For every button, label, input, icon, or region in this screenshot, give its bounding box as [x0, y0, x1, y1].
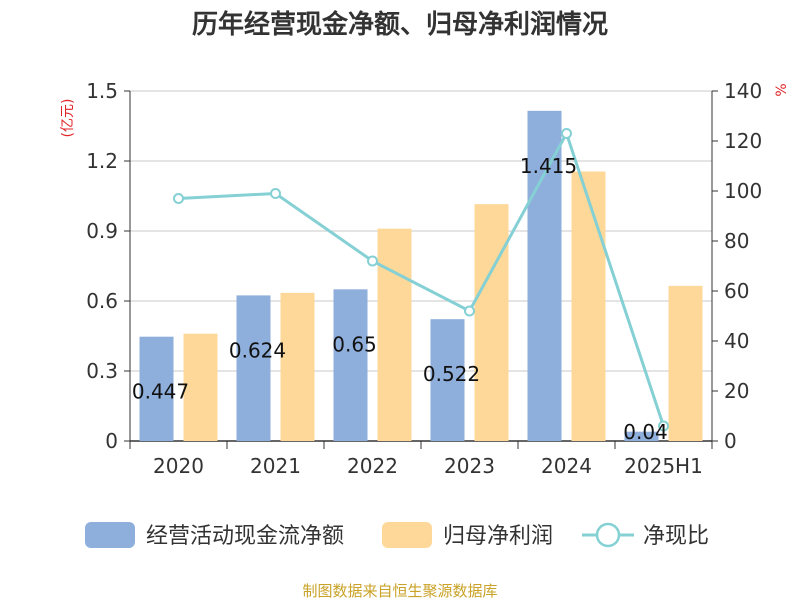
bar-value-label: 0.624 — [229, 338, 286, 362]
ratio-point — [658, 420, 669, 432]
bar-value-label: 0.65 — [332, 332, 377, 356]
bar-value-label: 0.522 — [423, 362, 480, 386]
legend-label-cash-flow: 经营活动现金流净额 — [146, 524, 344, 549]
bar-net-profit — [377, 228, 412, 441]
legend-swatch-cash-flow — [85, 522, 135, 548]
ratio-line — [173, 128, 669, 432]
legend-label-ratio: 净现比 — [643, 524, 709, 549]
left-tick-label: 1.2 — [86, 149, 118, 173]
legend-marker-ratio — [595, 522, 621, 548]
bar-value-label: 0.04 — [623, 420, 668, 444]
left-tick-label: 0.6 — [86, 289, 118, 313]
right-tick-label: 0 — [724, 429, 737, 453]
right-tick-label: 20 — [724, 379, 749, 403]
data-labels: 0.447 0.624 0.65 0.522 1.415 0.04 — [132, 154, 668, 444]
bar-value-label: 0.447 — [132, 380, 189, 404]
ratio-point — [173, 193, 184, 204]
legend-label-net-profit: 归母净利润 — [443, 524, 553, 549]
left-tick-label: 0.3 — [86, 359, 118, 383]
right-axis-unit: % — [774, 83, 790, 96]
ratio-point — [270, 188, 281, 199]
source-note: 制图数据来自恒生聚源数据库 — [302, 582, 497, 600]
bar-cash-flow — [139, 336, 174, 441]
bar-cash-flow — [236, 295, 271, 441]
gridlines — [130, 90, 712, 372]
left-tick-label: 0.9 — [86, 219, 118, 243]
right-tick-label: 100 — [724, 179, 762, 203]
left-axis-unit: (亿元) — [60, 99, 76, 138]
bar-cash-flow — [430, 319, 465, 441]
x-tick-label: 2023 — [444, 454, 495, 478]
bar-cash-flow — [333, 289, 368, 441]
right-tick-label: 120 — [724, 129, 762, 153]
ratio-line-path — [178, 129, 665, 427]
left-tick-label: 0 — [105, 429, 118, 453]
bar-cash-flow — [624, 431, 659, 441]
x-tick-label: 2020 — [153, 454, 204, 478]
x-tick-label: 2021 — [250, 454, 301, 478]
bar-net-profit — [668, 285, 703, 441]
ratio-point — [367, 255, 378, 267]
bar-net-profit — [280, 292, 315, 441]
right-tick-label: 80 — [724, 229, 749, 253]
right-tick-label: 40 — [724, 329, 749, 353]
x-tick-label: 2022 — [347, 454, 398, 478]
bar-net-profit — [474, 204, 509, 441]
left-tick-label: 1.5 — [86, 79, 118, 103]
bars — [139, 110, 703, 441]
bar-value-label: 1.415 — [520, 154, 577, 178]
legend-swatch-net-profit — [382, 522, 432, 548]
axes: 0 0.3 0.6 0.9 1.2 1.5 0 20 40 60 80 100 120 140 (亿元)% 2… — [60, 79, 790, 478]
right-tick-label: 140 — [724, 79, 762, 103]
x-tick-label: 2025H1 — [624, 454, 703, 478]
ratio-point — [561, 128, 572, 139]
chart-title: 历年经营现金净额、归母净利润情况 — [192, 9, 608, 40]
bar-net-profit — [571, 171, 606, 441]
legend: 经营活动现金流净额 归母净利润 净现比 — [85, 522, 709, 549]
ratio-point — [464, 305, 475, 317]
bar-cash-flow — [527, 110, 562, 441]
bar-net-profit — [183, 333, 218, 441]
x-tick-label: 2024 — [541, 454, 592, 478]
right-tick-label: 60 — [724, 279, 749, 303]
